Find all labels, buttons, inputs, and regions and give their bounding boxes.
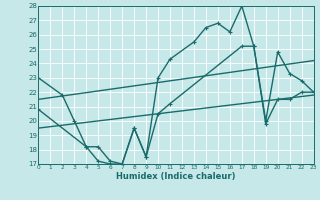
X-axis label: Humidex (Indice chaleur): Humidex (Indice chaleur): [116, 172, 236, 181]
